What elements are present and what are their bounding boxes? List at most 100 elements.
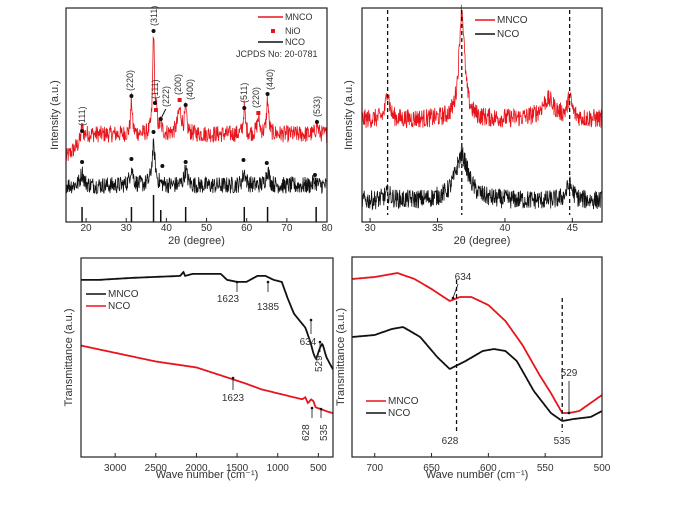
chart-panel-bottom-left	[80, 257, 334, 458]
peak-annotation: 634	[300, 337, 317, 348]
peak-annotation: 1623	[222, 393, 245, 404]
chart-panel-top-left	[65, 7, 328, 223]
arrow-head	[319, 407, 323, 411]
spinel-peak-marker	[129, 94, 134, 98]
x-tick-label: 550	[537, 463, 554, 474]
arrow-head	[451, 296, 455, 300]
arrow	[161, 108, 167, 118]
legend-label-nco: NCO	[388, 408, 410, 419]
legend-label-nco: NCO	[497, 29, 519, 40]
legend-label-mnco: MNCO	[108, 289, 139, 300]
series-line-nco	[80, 344, 334, 415]
series-line-mnco	[361, 4, 603, 129]
series-line-mnco	[81, 270, 334, 370]
x-tick-label: 30	[365, 223, 377, 234]
x-tick-label: 1500	[226, 463, 249, 474]
plot-frame	[80, 257, 334, 458]
x-tick-label: 80	[321, 223, 333, 234]
x-tick-label: 20	[81, 223, 93, 234]
plot-frame	[351, 256, 603, 458]
nio-peak-marker	[177, 98, 182, 102]
x-tick-label: 3000	[104, 463, 127, 474]
x-tick-label: 35	[432, 223, 444, 234]
x-tick-label: 700	[366, 463, 383, 474]
x-tick-label: 500	[594, 463, 611, 474]
x-tick-label: 650	[423, 463, 440, 474]
annotation-arrow	[452, 283, 459, 299]
x-tick-label: 500	[310, 463, 327, 474]
chart-panel-bottom-right	[351, 256, 603, 458]
legend-label-nco: NCO	[108, 301, 130, 312]
peak-label: (200)	[173, 74, 183, 95]
peak-label: (111)	[77, 106, 87, 126]
legend-label-mnco: MNCO	[388, 396, 419, 407]
x-tick-label: 30	[121, 223, 133, 234]
nio-peak-marker	[153, 108, 158, 112]
y-axis-label: Transmittance (a.u.)	[335, 308, 347, 406]
arrow-head	[567, 411, 571, 415]
x-tick-label: 60	[241, 223, 253, 234]
arrow-head	[309, 318, 313, 322]
peak-label: (400)	[185, 79, 195, 100]
peak-label: (220)	[251, 87, 261, 108]
series-line-nco	[65, 138, 328, 195]
spinel-peak-marker	[265, 92, 270, 96]
spinel-peak-marker	[151, 29, 156, 33]
nco-peak-marker	[151, 130, 156, 134]
series-line-mnco	[65, 36, 328, 161]
x-tick-label: 1000	[267, 463, 290, 474]
plot-frame	[361, 7, 603, 223]
x-tick-label: 600	[480, 463, 497, 474]
spinel-peak-marker	[183, 103, 188, 107]
legend-label-nco: NCO	[285, 37, 305, 47]
spinel-peak-marker	[314, 120, 319, 124]
x-tick-label: 45	[567, 223, 579, 234]
arrow-head	[235, 280, 239, 284]
nco-peak-marker	[129, 157, 134, 161]
legend-marker-nio	[271, 29, 275, 33]
peak-annotation: 535	[554, 436, 571, 447]
nco-peak-marker	[80, 160, 85, 164]
spinel-peak-marker	[80, 129, 85, 133]
x-axis-label: 2θ (degree)	[168, 235, 225, 247]
nco-peak-marker	[312, 173, 317, 177]
peak-label: (440)	[265, 69, 275, 90]
series-line-nco	[351, 326, 603, 422]
x-axis-label: Wave number (cm⁻¹)	[156, 469, 259, 481]
nco-peak-marker	[160, 164, 165, 168]
nco-peak-marker	[183, 160, 188, 164]
y-axis-label: Intensity (a.u.)	[49, 80, 61, 150]
nco-peak-marker	[264, 161, 269, 165]
peak-label: (511)	[239, 83, 249, 103]
y-axis-label: Intensity (a.u.)	[343, 80, 355, 150]
peak-annotation: 1385	[257, 302, 280, 313]
legend-label-nio: NiO	[285, 26, 301, 36]
x-tick-label: 2500	[145, 463, 168, 474]
series-line-mnco	[351, 272, 603, 414]
y-axis-label: Transmittance (a.u.)	[63, 308, 75, 406]
peak-annotation: 628	[301, 424, 312, 441]
peak-annotation: 529	[561, 368, 578, 379]
nio-peak-marker	[256, 111, 261, 115]
peak-label: (311)	[149, 6, 159, 26]
peak-label: (533)	[312, 96, 322, 117]
legend-label-mnco: MNCO	[497, 15, 528, 26]
series-line-nco	[361, 146, 603, 211]
arrow-head	[266, 280, 270, 284]
x-axis-label: 2θ (degree)	[454, 235, 511, 247]
x-tick-label: 50	[201, 223, 213, 234]
spinel-peak-marker	[152, 101, 157, 105]
spinel-peak-marker	[158, 117, 163, 121]
arrow-head	[318, 340, 322, 344]
jcpds-note: JCPDS No: 20-0781	[236, 49, 318, 59]
x-axis-label: Wave number (cm⁻¹)	[426, 469, 529, 481]
legend-label-mnco: MNCO	[285, 12, 313, 22]
peak-annotation: 535	[319, 424, 330, 441]
arrow-head	[310, 406, 314, 410]
arrow-head	[231, 376, 235, 380]
x-tick-label: 40	[499, 223, 511, 234]
peak-annotation: 628	[442, 436, 459, 447]
spinel-peak-marker	[242, 106, 247, 110]
x-tick-label: 70	[281, 223, 293, 234]
chart-panel-top-right	[361, 4, 603, 223]
